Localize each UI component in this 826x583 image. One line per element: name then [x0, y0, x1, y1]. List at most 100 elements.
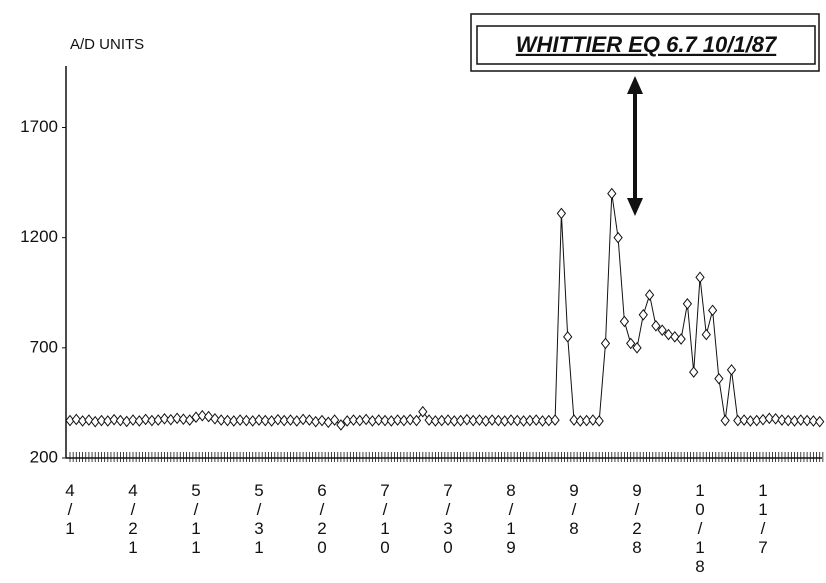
chart-title: WHITTIER EQ 6.7 10/1/87 — [516, 32, 778, 57]
x-tick-label: 5/3 1 — [254, 481, 263, 557]
point-marker — [115, 414, 126, 427]
y-tick-label: 1200 — [20, 227, 58, 246]
point-marker — [298, 413, 308, 426]
point-marker — [783, 414, 793, 427]
x-tick-label: 1 1/7 — [758, 481, 767, 557]
x-tick-label: 4/1 — [65, 481, 74, 538]
title-frame — [470, 13, 820, 72]
point-marker — [707, 304, 718, 317]
series-line — [69, 193, 820, 426]
point-marker — [714, 372, 724, 385]
point-marker — [317, 414, 327, 427]
point-marker — [556, 207, 567, 220]
point-marker — [701, 328, 711, 341]
point-marker — [720, 414, 730, 427]
point-marker — [178, 413, 189, 426]
x-tick-label: 7/3 0 — [443, 481, 452, 557]
point-marker — [770, 412, 781, 425]
point-marker — [550, 414, 560, 426]
point-marker — [222, 414, 233, 427]
point-marker — [613, 231, 623, 244]
x-tick-label: 9/2 8 — [632, 481, 641, 557]
point-marker — [512, 414, 522, 427]
point-marker — [626, 337, 636, 350]
point-marker — [682, 297, 693, 310]
point-marker — [348, 414, 359, 426]
x-tick-label: 7/1 0 — [380, 481, 389, 557]
point-marker — [657, 324, 667, 337]
point-marker — [159, 412, 170, 425]
point-marker — [329, 414, 340, 426]
point-marker — [109, 413, 119, 426]
y-tick-label: 700 — [30, 337, 58, 356]
point-marker — [260, 414, 270, 427]
point-marker — [506, 414, 516, 426]
point-marker — [474, 414, 485, 426]
point-marker — [254, 414, 264, 426]
point-marker — [336, 419, 346, 431]
point-marker — [607, 187, 617, 200]
point-marker — [487, 414, 497, 426]
point-marker — [815, 415, 825, 428]
point-marker — [134, 415, 144, 427]
y-tick-label: 1700 — [20, 117, 58, 136]
point-marker — [374, 414, 384, 426]
point-marker — [638, 308, 648, 321]
y-axis-label: A/D UNITS — [70, 36, 144, 53]
point-marker — [304, 414, 315, 426]
point-marker — [689, 366, 699, 378]
point-marker — [764, 412, 774, 425]
point-marker — [619, 315, 630, 328]
y-tick-label: 200 — [30, 447, 58, 466]
point-marker — [128, 414, 138, 426]
point-marker — [695, 271, 705, 284]
x-tick-label: 4/2 1 — [128, 481, 137, 557]
point-marker — [739, 414, 749, 426]
point-marker — [292, 415, 302, 427]
point-marker — [197, 409, 207, 422]
point-marker — [588, 414, 598, 426]
point-marker — [216, 414, 226, 426]
point-marker — [84, 414, 94, 426]
x-tick-label: 9/8 — [569, 481, 578, 538]
point-marker — [361, 413, 371, 426]
point-marker — [600, 337, 611, 350]
point-marker — [411, 414, 422, 427]
point-marker — [405, 413, 415, 426]
x-tick-label: 1 0/1 8 — [695, 481, 704, 576]
point-marker — [569, 414, 579, 426]
point-marker — [71, 413, 81, 426]
point-marker — [462, 413, 472, 426]
point-marker — [796, 414, 806, 426]
point-marker — [235, 414, 245, 426]
point-marker — [392, 414, 403, 426]
point-marker — [96, 414, 107, 427]
point-marker — [802, 414, 812, 427]
point-marker — [273, 413, 283, 426]
point-marker — [531, 414, 541, 426]
point-marker — [443, 414, 453, 426]
x-tick-label: 8/1 9 — [506, 481, 515, 557]
x-tick-label: 6/2 0 — [317, 481, 326, 557]
point-marker — [241, 414, 252, 427]
point-marker — [808, 415, 819, 427]
point-marker — [676, 333, 686, 345]
point-marker — [632, 342, 642, 354]
x-tick-label: 5/1 1 — [191, 481, 200, 557]
point-marker — [644, 289, 655, 301]
point-marker — [424, 414, 434, 426]
point-marker — [563, 331, 573, 343]
point-marker — [380, 414, 390, 427]
point-marker — [726, 364, 737, 376]
point-marker — [594, 415, 604, 427]
point-marker — [285, 414, 296, 426]
point-marker — [140, 413, 151, 426]
point-marker — [418, 405, 428, 418]
point-marker — [493, 414, 504, 427]
point-marker — [651, 319, 661, 332]
title-box — [476, 25, 816, 65]
arrow-head — [627, 76, 643, 94]
point-marker — [777, 414, 787, 426]
point-marker — [210, 412, 220, 425]
